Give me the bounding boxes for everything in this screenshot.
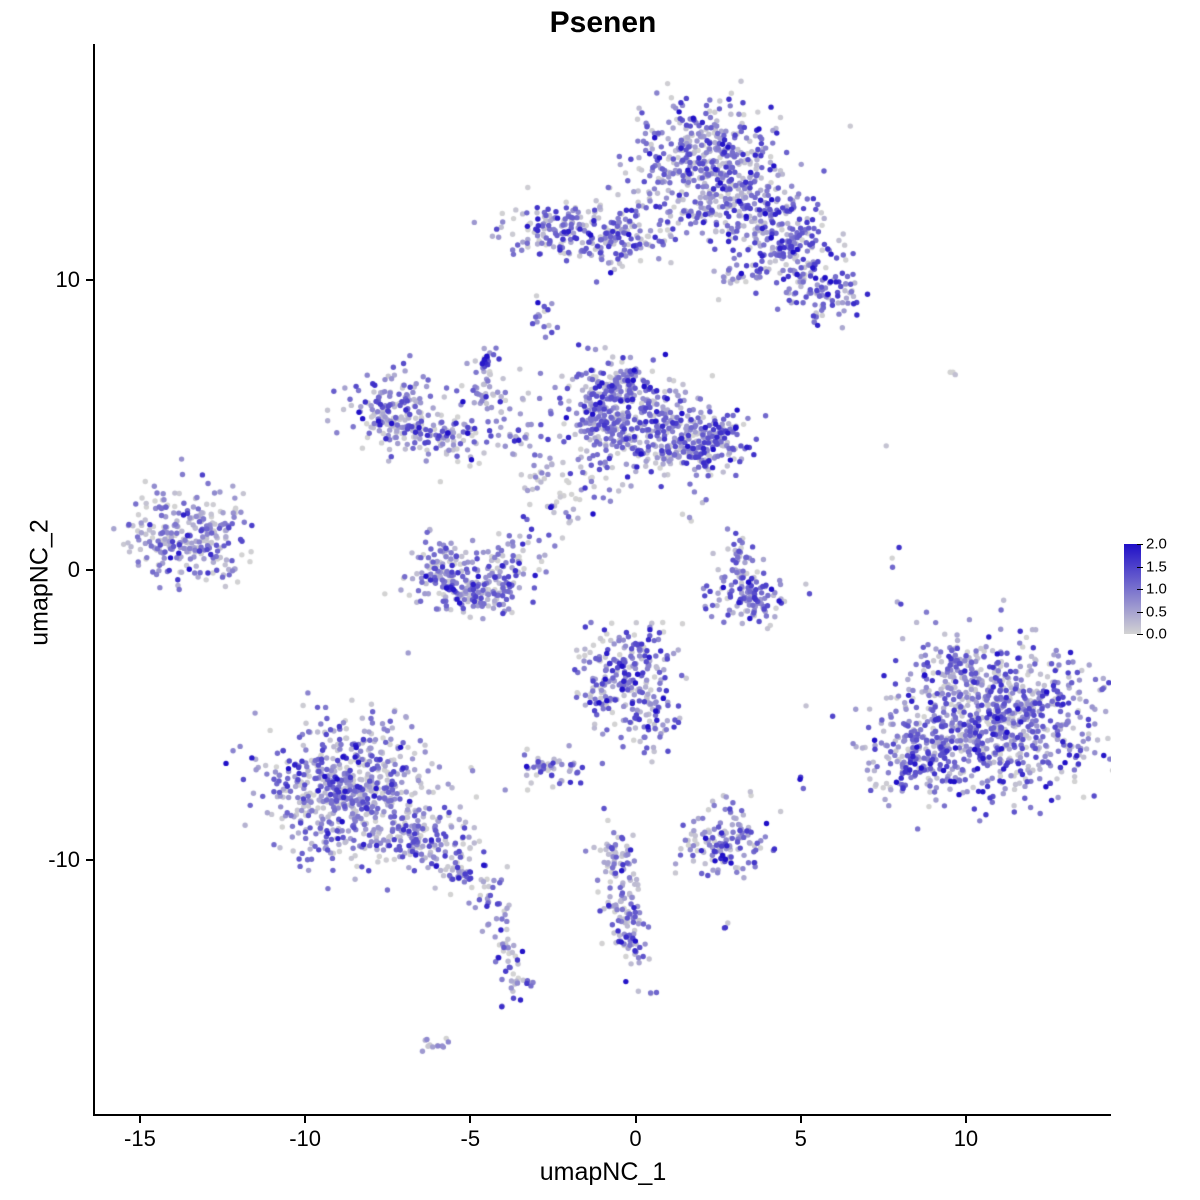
x-tick-label: 0 xyxy=(629,1126,642,1151)
x-axis-line xyxy=(93,1114,1111,1116)
legend-tick-label: 0.0 xyxy=(1146,625,1167,643)
y-tick-label: 10 xyxy=(55,266,80,292)
x-tick-label: -10 xyxy=(289,1126,322,1151)
x-tick-mark xyxy=(634,1116,637,1123)
scatter-points-canvas xyxy=(95,45,1111,1115)
plot-title: Psenen xyxy=(549,6,657,39)
x-tick-mark xyxy=(964,1116,967,1123)
legend-tick-mark xyxy=(1137,589,1143,590)
y-tick-label: -10 xyxy=(48,847,80,873)
legend-gradient-bar xyxy=(1124,544,1141,634)
x-tick-mark xyxy=(799,1116,802,1123)
x-tick-mark xyxy=(304,1116,307,1123)
x-axis-label: umapNC_1 xyxy=(539,1158,667,1186)
x-tick-label: 5 xyxy=(794,1126,807,1151)
x-tick-label: -5 xyxy=(460,1126,481,1151)
y-tick-label: 0 xyxy=(67,556,80,582)
legend-tick-label: 0.5 xyxy=(1146,603,1167,620)
legend-tick-label: 2.0 xyxy=(1146,535,1167,553)
legend-tick-mark xyxy=(1137,566,1143,568)
legend-tick-label: 1.0 xyxy=(1146,580,1167,598)
y-axis-line xyxy=(93,44,95,1116)
y-tick-mark xyxy=(86,278,93,281)
x-tick-label: -15 xyxy=(124,1126,156,1151)
legend-tick-mark xyxy=(1137,544,1143,545)
y-tick-mark xyxy=(86,568,93,571)
legend-tick-mark xyxy=(1137,634,1143,635)
x-tick-mark xyxy=(138,1116,141,1123)
x-tick-label: 10 xyxy=(953,1126,979,1151)
x-tick-mark xyxy=(469,1116,472,1123)
legend-tick-label: 1.5 xyxy=(1146,558,1167,575)
y-tick-mark xyxy=(86,859,93,862)
legend-tick-mark xyxy=(1137,611,1143,613)
y-axis-label: umapNC_2 xyxy=(25,519,54,646)
